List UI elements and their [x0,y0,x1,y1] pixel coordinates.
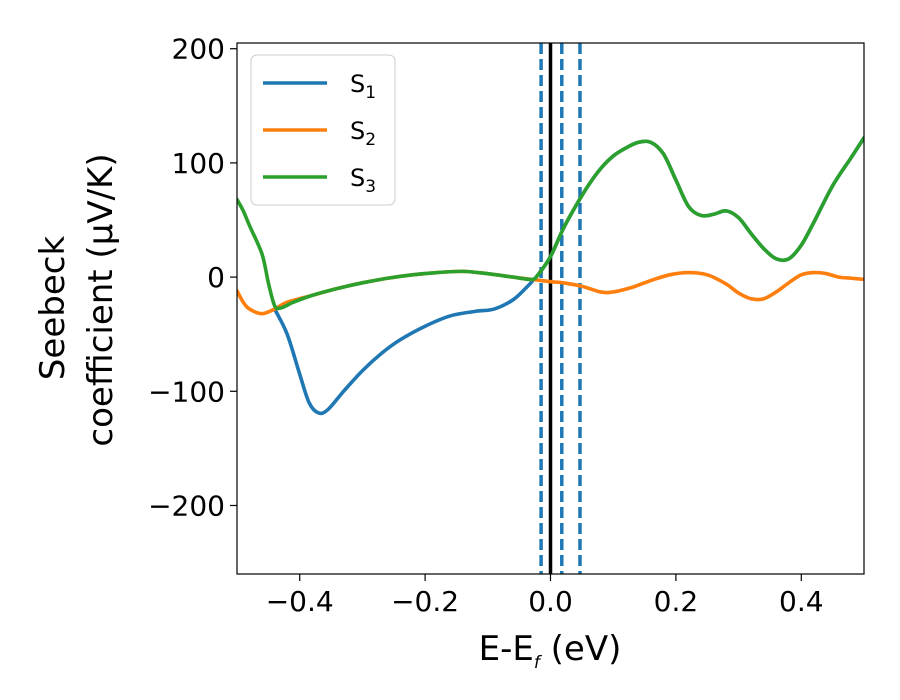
y-axis-label: Seebeck coefficient (μV/K) [33,153,121,446]
y-tick-label: 0 [207,261,225,294]
y-tick-label: 200 [172,33,225,66]
x-axis-label: E-Ef (eV) [479,629,622,673]
legend: S1 S2 S3 [250,54,396,206]
x-axis-ticks: −0.4 −0.2 0.0 0.2 0.4 [266,574,824,618]
y-tick-label: −200 [148,489,225,522]
y-tick-label: 100 [172,147,225,180]
x-tick-label: 0.0 [528,585,573,618]
y-axis-ticks: 200 100 0 −100 −200 [148,33,237,522]
y-axis-label-line2: coefficient (μV/K) [81,153,121,446]
x-tick-label: −0.4 [266,585,334,618]
legend-label-S2: S2 [350,117,376,150]
series-lines [237,135,864,416]
legend-label-S1: S1 [350,70,376,103]
legend-label-S3: S3 [350,164,376,197]
x-tick-label: −0.2 [391,585,459,618]
y-tick-label: −100 [148,375,225,408]
x-tick-label: 0.4 [779,585,824,618]
series-line-S3 [237,135,864,311]
x-tick-label: 0.2 [654,585,699,618]
reference-lines [539,43,582,574]
y-axis-label-line1: Seebeck [33,236,73,381]
